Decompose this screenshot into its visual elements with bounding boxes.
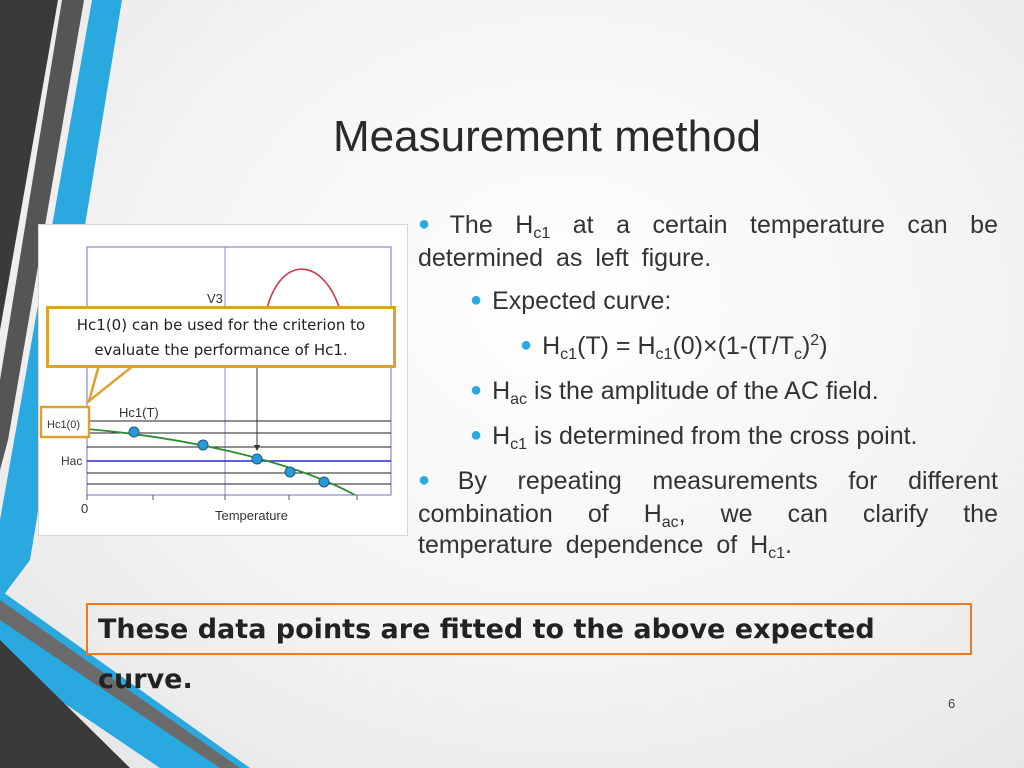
hc1-temperature-figure: V3 Hc1(T) Hc1(0) Hac 0 Temperature (38, 224, 408, 536)
callout-line-2: evaluate the performance of Hc1. (94, 341, 348, 359)
v3-label: V3 (207, 291, 223, 306)
hc1-zero-label: Hc1(0) (47, 419, 80, 431)
arrow-head (254, 445, 260, 451)
bullet-icon: ● (470, 289, 483, 311)
bullet-formula: ● Hc1(T) = Hc1(0)×(1-(T/Tc)2) (520, 332, 828, 363)
hc1-zero-box (39, 405, 91, 439)
callout-pointer (86, 363, 138, 405)
hc1-curve (86, 428, 356, 496)
bullet-repeating-measurements: ● By repeating measurements for different… (418, 467, 998, 562)
data-point (128, 426, 140, 438)
fit-note-box: These data points are fitted to the abov… (86, 603, 972, 695)
bullet-icon: ● (418, 213, 440, 235)
temperature-axis-label: Temperature (215, 508, 288, 523)
bullet-list: ● The Hc1 at a certain temperature can be… (418, 210, 998, 562)
hac-label: Hac (61, 454, 82, 468)
bullet-icon: ● (418, 469, 448, 491)
data-point (197, 439, 209, 451)
hc1-t-label: Hc1(T) (119, 405, 159, 420)
zero-label: 0 (81, 501, 88, 516)
bullet-cross-point: ● Hc1 is determined from the cross point. (470, 422, 918, 453)
bullet-icon: ● (470, 424, 483, 446)
data-point (318, 476, 330, 488)
data-point (284, 466, 296, 478)
criterion-callout: Hc1(0) can be used for the criterion to … (46, 306, 396, 368)
page-number: 6 (948, 696, 956, 711)
data-point (251, 453, 263, 465)
bullet-hac-amplitude: ● Hac is the amplitude of the AC field. (470, 377, 879, 408)
bullet-icon: ● (520, 334, 533, 356)
bullet-icon: ● (470, 379, 483, 401)
hc1-plot: V3 Hc1(T) Hc1(0) Hac 0 Temperature (39, 246, 392, 523)
bullet-expected-curve: ● Expected curve: (470, 287, 672, 315)
plot-frame (86, 246, 392, 496)
callout-line-1: Hc1(0) can be used for the criterion to (76, 316, 366, 334)
page-title: Measurement method (333, 112, 761, 161)
bullet-hc1-determination: ● The Hc1 at a certain temperature can be… (418, 211, 998, 272)
v3-signal-curve (264, 268, 340, 318)
